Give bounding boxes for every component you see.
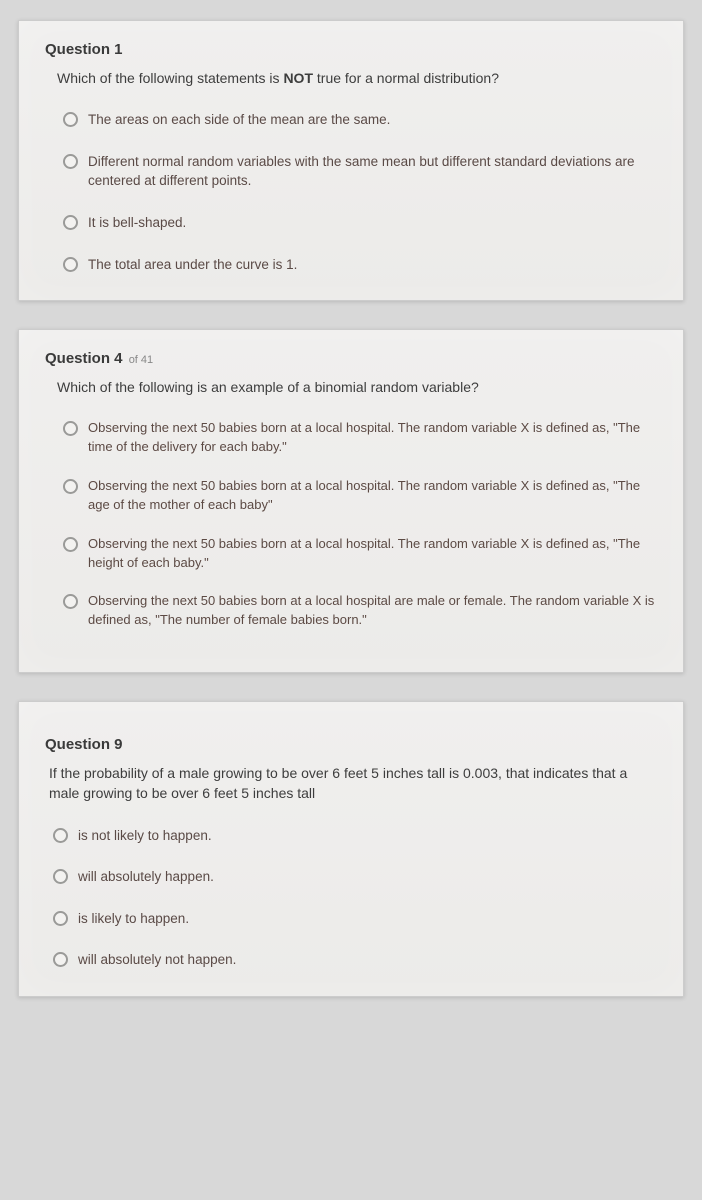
option-text: is not likely to happen. xyxy=(78,826,212,846)
option-text: Different normal random variables with t… xyxy=(88,152,661,191)
option[interactable]: will absolutely not happen. xyxy=(53,950,661,970)
question-number: Question 4 xyxy=(45,350,123,367)
prompt-pre: Which of the following statements is xyxy=(57,70,283,86)
radio-icon[interactable] xyxy=(53,869,68,884)
radio-icon[interactable] xyxy=(63,112,78,127)
question-prompt: Which of the following statements is NOT… xyxy=(57,68,661,88)
question-number: Question 1 xyxy=(45,41,123,58)
option[interactable]: Different normal random variables with t… xyxy=(63,152,661,191)
option[interactable]: It is bell-shaped. xyxy=(63,213,661,233)
radio-icon[interactable] xyxy=(63,215,78,230)
option[interactable]: The areas on each side of the mean are t… xyxy=(63,110,661,130)
option-text: will absolutely not happen. xyxy=(78,950,236,970)
radio-icon[interactable] xyxy=(53,952,68,967)
radio-icon[interactable] xyxy=(63,154,78,169)
radio-icon[interactable] xyxy=(53,828,68,843)
option[interactable]: is not likely to happen. xyxy=(53,826,661,846)
option-text: Observing the next 50 babies born at a l… xyxy=(88,535,661,573)
option-text: is likely to happen. xyxy=(78,909,189,929)
option-text: The areas on each side of the mean are t… xyxy=(88,110,390,130)
option-text: will absolutely happen. xyxy=(78,867,214,887)
option[interactable]: Observing the next 50 babies born at a l… xyxy=(63,419,661,457)
option[interactable]: The total area under the curve is 1. xyxy=(63,255,661,275)
question-number: Question 9 xyxy=(45,736,123,753)
radio-icon[interactable] xyxy=(63,257,78,272)
option-text: Observing the next 50 babies born at a l… xyxy=(88,477,661,515)
option[interactable]: is likely to happen. xyxy=(53,909,661,929)
radio-icon[interactable] xyxy=(63,479,78,494)
question-header: Question 1 xyxy=(45,41,661,58)
radio-icon[interactable] xyxy=(53,911,68,926)
radio-icon[interactable] xyxy=(63,537,78,552)
option[interactable]: Observing the next 50 babies born at a l… xyxy=(63,477,661,515)
question-header: Question 9 xyxy=(45,736,661,753)
option-text: The total area under the curve is 1. xyxy=(88,255,297,275)
option[interactable]: Observing the next 50 babies born at a l… xyxy=(63,535,661,573)
question-header: Question 4 of 41 xyxy=(45,350,661,367)
option-text: Observing the next 50 babies born at a l… xyxy=(88,592,661,630)
radio-icon[interactable] xyxy=(63,594,78,609)
option[interactable]: Observing the next 50 babies born at a l… xyxy=(63,592,661,630)
question-card-1: Question 1 Which of the following statem… xyxy=(18,20,684,301)
question-card-4: Question 4 of 41 Which of the following … xyxy=(18,329,684,673)
option-text: Observing the next 50 babies born at a l… xyxy=(88,419,661,457)
question-prompt: Which of the following is an example of … xyxy=(57,377,661,397)
question-prompt: If the probability of a male growing to … xyxy=(49,763,661,804)
question-card-9: Question 9 If the probability of a male … xyxy=(18,701,684,997)
prompt-bold: NOT xyxy=(283,70,313,86)
option[interactable]: will absolutely happen. xyxy=(53,867,661,887)
prompt-post: true for a normal distribution? xyxy=(313,70,499,86)
option-text: It is bell-shaped. xyxy=(88,213,186,233)
radio-icon[interactable] xyxy=(63,421,78,436)
question-sub: of 41 xyxy=(129,354,153,366)
